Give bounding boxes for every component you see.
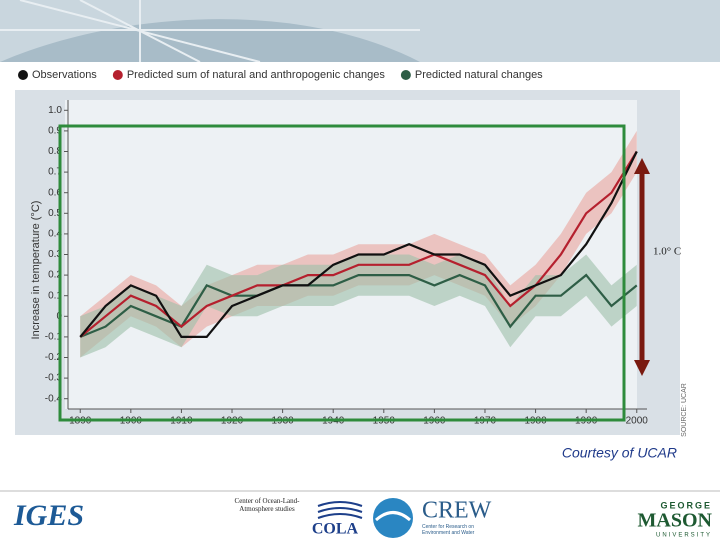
y-tick-label: 1.0 [48, 105, 62, 116]
cola-caption: Center of Ocean-Land-Atmosphere studies [234, 497, 300, 513]
y-axis-label: Increase in temperature (°C) [30, 201, 42, 340]
gmu-logo: MASON [638, 510, 713, 532]
y-tick-label: 0.9 [48, 126, 62, 137]
y-tick-label: -0.1 [45, 332, 63, 343]
y-tick-label: 0.7 [48, 167, 62, 178]
crew-wave [375, 511, 411, 522]
y-tick-label: 0.5 [48, 208, 62, 219]
crew-logo: CREW [422, 498, 492, 524]
legend-marker [400, 70, 411, 80]
cola-logo: COLA [312, 521, 359, 538]
uncertainty-band [80, 254, 637, 358]
y-tick-label: -0.3 [45, 373, 63, 384]
cola-waves [317, 501, 363, 519]
series-line [79, 151, 638, 338]
gmu-bottom: UNIVERSITY [656, 533, 712, 539]
crew-globe [373, 498, 413, 538]
legend-label: Predicted sum of natural and anthropogen… [127, 69, 386, 81]
iges-logo: IGES [13, 499, 84, 532]
y-tick-label: 0.8 [48, 146, 62, 157]
y-tick-label: 0.2 [48, 270, 62, 281]
x-tick-label: 2000 [626, 416, 649, 427]
legend-marker [112, 70, 123, 80]
y-tick-label: -0.4 [45, 393, 63, 404]
y-tick-label: 0.6 [48, 187, 62, 198]
highlight-box [58, 124, 626, 422]
legend-label: Predicted natural changes [415, 69, 543, 81]
source: SOURCE: UCAR [681, 383, 688, 437]
cola-caption-box: Center of Ocean-Land-Atmosphere studies [234, 497, 300, 513]
credit: Courtesy of UCAR [562, 445, 677, 461]
legend-marker [18, 70, 28, 80]
y-tick-label: -0.2 [45, 352, 63, 363]
y-tick-label: 0.1 [48, 290, 62, 301]
crew-caption: Center for Research on Environment and W… [422, 524, 475, 536]
y-tick-label: 0.3 [48, 249, 62, 260]
legend-label: Observations [32, 69, 97, 81]
gmu-top: GEORGE [660, 500, 712, 510]
y-tick-label: 0.4 [48, 229, 62, 240]
crew-caption-box: Center for Research on Environment and W… [422, 524, 475, 536]
globe-lines [0, 0, 420, 63]
annotation: 1.0° C [653, 246, 681, 258]
series-line [79, 150, 638, 338]
